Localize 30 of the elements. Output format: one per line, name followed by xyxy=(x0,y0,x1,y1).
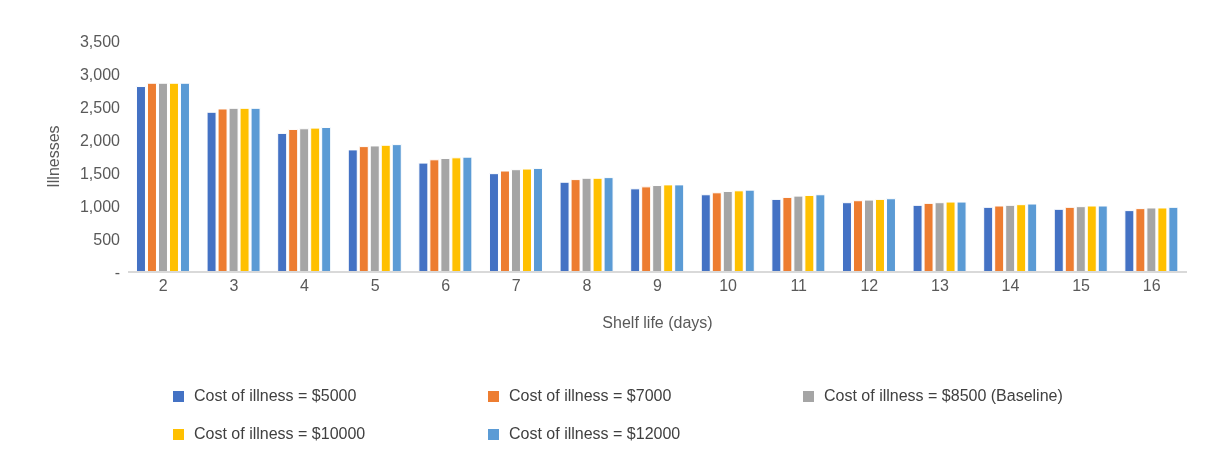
x-tick-label: 7 xyxy=(511,277,521,295)
x-tick-label: 10 xyxy=(719,277,738,295)
x-tick-label: 5 xyxy=(370,277,380,295)
y-tick-label: 1,500 xyxy=(79,164,121,182)
x-tick-label: 2 xyxy=(158,277,168,295)
x-tick-label: 11 xyxy=(790,277,808,295)
y-tick-label: 1,000 xyxy=(79,197,121,215)
legend-label: Cost of illness = $10000 xyxy=(194,425,366,443)
y-tick-label: 2,500 xyxy=(79,98,121,116)
legend-label: Cost of illness = $8500 (Baseline) xyxy=(824,387,1063,405)
x-tick-label: 6 xyxy=(441,277,451,295)
y-tick-label: 2,000 xyxy=(79,131,121,149)
y-tick-label: 3,000 xyxy=(79,65,121,83)
x-tick-label: 9 xyxy=(653,277,663,295)
y-axis-title: Illnesses xyxy=(44,125,62,188)
x-tick-label: 12 xyxy=(860,277,879,295)
x-tick-label: 16 xyxy=(1142,277,1161,295)
x-tick-label: 14 xyxy=(1001,277,1020,295)
x-tick-label: 4 xyxy=(300,277,310,295)
x-tick-label: 15 xyxy=(1072,277,1091,295)
y-tick-label: 3,500 xyxy=(79,32,121,50)
x-axis-title: Shelf life (days) xyxy=(602,314,713,331)
legend-label: Cost of illness = $5000 xyxy=(194,387,357,405)
y-tick-label: - xyxy=(114,263,120,281)
legend-label: Cost of illness = $12000 xyxy=(509,425,681,443)
legend-label: Cost of illness = $7000 xyxy=(509,387,672,405)
x-tick-label: 8 xyxy=(582,277,592,295)
x-tick-label: 13 xyxy=(931,277,949,295)
y-tick-label: 500 xyxy=(93,230,121,248)
x-tick-label: 3 xyxy=(229,277,239,295)
